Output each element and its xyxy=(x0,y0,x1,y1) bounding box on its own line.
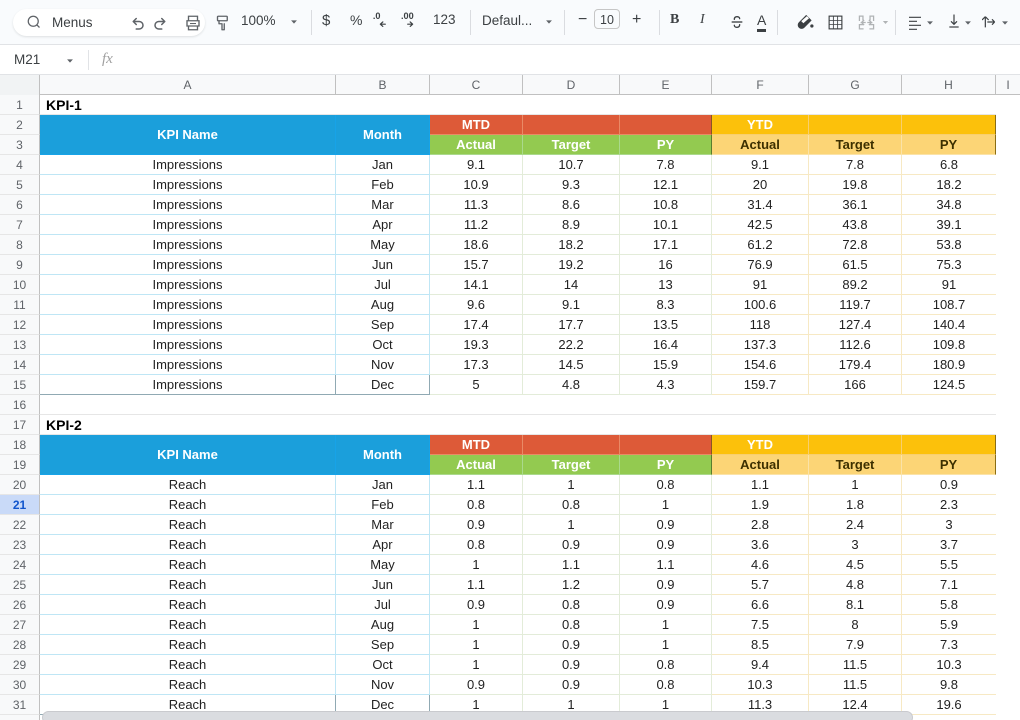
svg-text:.00: .00 xyxy=(401,11,414,21)
svg-text:.0: .0 xyxy=(373,11,381,21)
